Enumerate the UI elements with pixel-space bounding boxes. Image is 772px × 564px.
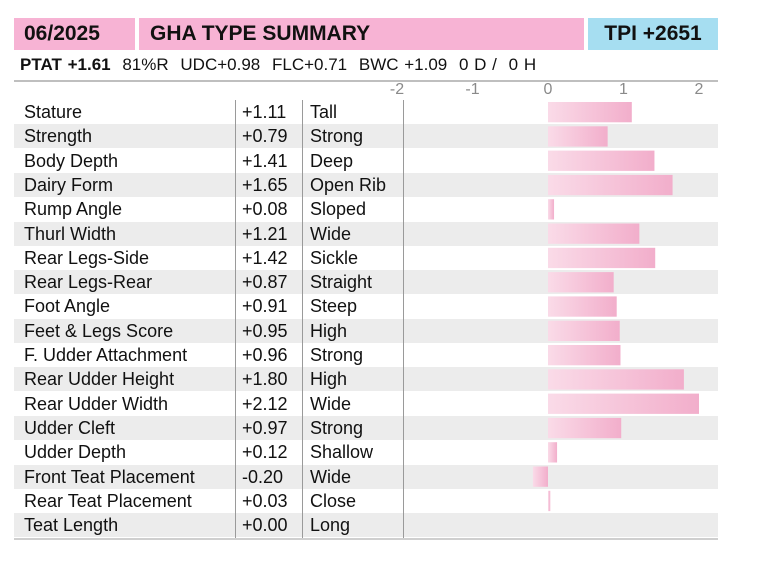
- trait-value: +0.79: [242, 126, 288, 147]
- bottom-rule: [14, 538, 718, 540]
- trait-descriptor: Strong: [310, 345, 364, 365]
- table-row: Rear Udder Height +1.80 High: [14, 367, 718, 392]
- trait-descriptor: Long: [310, 515, 351, 536]
- daughters-count: 0 D /: [459, 55, 497, 74]
- trait-name: Stature: [24, 102, 83, 122]
- table-row: F. Udder Attachment +0.96 Strong: [14, 343, 718, 367]
- trait-name: Rear Legs-Rear: [24, 272, 153, 293]
- ptat-value: PTAT +1.61: [20, 55, 111, 74]
- table-row: Rear Legs-Rear +0.87 Straight: [14, 270, 718, 295]
- tick-label: -2: [389, 81, 405, 98]
- table-row: Front Teat Placement -0.20 Wide: [14, 464, 718, 489]
- table-row: Stature +1.11 Tall: [14, 100, 718, 124]
- trait-name: Rear Udder Width: [24, 393, 169, 414]
- tick-label: 1: [619, 81, 628, 98]
- summary-title: GHA TYPE SUMMARY: [150, 22, 371, 45]
- trait-value: +1.80: [242, 369, 288, 390]
- table-row: Foot Angle +0.91 Steep: [14, 294, 718, 318]
- type-summary-card: 06/2025 GHA TYPE SUMMARY TPI +2651 PTAT …: [14, 0, 718, 540]
- trait-value: +0.00: [242, 515, 288, 536]
- trait-value: +1.41: [242, 150, 288, 171]
- table-row: Rear Legs-Side +1.42 Sickle: [14, 246, 718, 270]
- trait-name: Foot Angle: [24, 296, 111, 317]
- table-row: Thurl Width +1.21 Wide: [14, 221, 718, 246]
- trait-descriptor: Shallow: [310, 442, 374, 463]
- herds-count: 0 H: [508, 55, 537, 74]
- trait-descriptor: High: [310, 369, 348, 390]
- trait-name: Rear Legs-Side: [24, 247, 150, 268]
- flc-value: FLC+0.71: [271, 55, 348, 74]
- trait-descriptor: Close: [310, 490, 357, 511]
- trait-descriptor: Sloped: [310, 199, 367, 220]
- table-row: Strength +0.79 Strong: [14, 124, 718, 149]
- x-axis-ticks: -2 -1 0 1 2: [14, 80, 718, 100]
- trait-name: Rear Udder Height: [24, 369, 175, 390]
- reliability-value: 81%R: [122, 55, 169, 74]
- trait-value: +0.91: [242, 296, 288, 317]
- tpi-badge: TPI +2651: [584, 18, 718, 50]
- table-row: Rump Angle +0.08 Sloped: [14, 197, 718, 221]
- column-divider-trait: [235, 100, 236, 538]
- tick-label: 0: [543, 81, 553, 98]
- column-divider-value: [302, 100, 303, 538]
- table-row: Rear Udder Width +2.12 Wide: [14, 392, 718, 416]
- trait-descriptor: Wide: [310, 466, 352, 487]
- trait-descriptor: Tall: [310, 102, 338, 122]
- trait-name: Body Depth: [24, 150, 119, 171]
- trait-name: Udder Depth: [24, 442, 127, 463]
- trait-descriptor: Open Rib: [310, 174, 387, 195]
- trait-name: Rear Teat Placement: [24, 490, 192, 511]
- trait-value: +0.12: [242, 442, 288, 463]
- tick-label: 2: [694, 81, 704, 98]
- trait-descriptor: Wide: [310, 393, 352, 414]
- table-row: Dairy Form +1.65 Open Rib: [14, 172, 718, 197]
- top-rule: [14, 80, 718, 82]
- trait-name: Front Teat Placement: [24, 466, 195, 487]
- trait-value: +0.96: [242, 345, 288, 365]
- trait-descriptor: Strong: [310, 126, 364, 147]
- proof-date: 06/2025: [14, 18, 139, 50]
- table-row: Body Depth +1.41 Deep: [14, 149, 718, 173]
- trait-value: +0.97: [242, 417, 288, 438]
- trait-descriptor: Strong: [310, 417, 364, 438]
- trait-value: +0.95: [242, 320, 288, 341]
- table-row: Teat Length +0.00 Long: [14, 513, 718, 538]
- trait-value: +1.42: [242, 247, 288, 268]
- table-row: Rear Teat Placement +0.03 Close: [14, 489, 718, 513]
- trait-descriptor: Straight: [310, 272, 373, 293]
- trait-name: Thurl Width: [24, 223, 117, 244]
- table-row: Feet & Legs Score +0.95 High: [14, 318, 718, 343]
- trait-value: +0.87: [242, 272, 288, 293]
- trait-name: Udder Cleft: [24, 417, 116, 438]
- trait-descriptor: Sickle: [310, 247, 359, 268]
- bwc-value: BWC +1.09: [358, 55, 448, 74]
- table-row: Udder Cleft +0.97 Strong: [14, 415, 718, 440]
- index-summary-line: PTAT +1.61 81%R UDC+0.98 FLC+0.71 BWC +1…: [20, 54, 542, 76]
- table-row: Udder Depth +0.12 Shallow: [14, 440, 718, 464]
- trait-name: Dairy Form: [24, 174, 113, 195]
- trait-name: Feet & Legs Score: [24, 320, 174, 341]
- trait-descriptor: Wide: [310, 223, 352, 244]
- trait-name: Strength: [24, 126, 93, 147]
- trait-name: Rump Angle: [24, 199, 123, 220]
- trait-descriptor: Deep: [310, 150, 354, 171]
- tick-label: -1: [465, 81, 480, 98]
- trait-value: +1.65: [242, 174, 288, 195]
- trait-value: +1.21: [242, 223, 288, 244]
- trait-descriptor: Steep: [310, 296, 358, 317]
- trait-descriptor: High: [310, 320, 348, 341]
- trait-name: Teat Length: [24, 515, 119, 536]
- trait-value: -0.20: [242, 466, 284, 487]
- trait-value: +0.08: [242, 199, 288, 220]
- column-divider-descriptor: [403, 100, 404, 538]
- trait-name: F. Udder Attachment: [24, 345, 188, 365]
- trait-value: +1.11: [242, 102, 287, 122]
- trait-value: +2.12: [242, 393, 288, 414]
- udc-value: UDC+0.98: [180, 55, 261, 74]
- trait-value: +0.03: [242, 490, 288, 511]
